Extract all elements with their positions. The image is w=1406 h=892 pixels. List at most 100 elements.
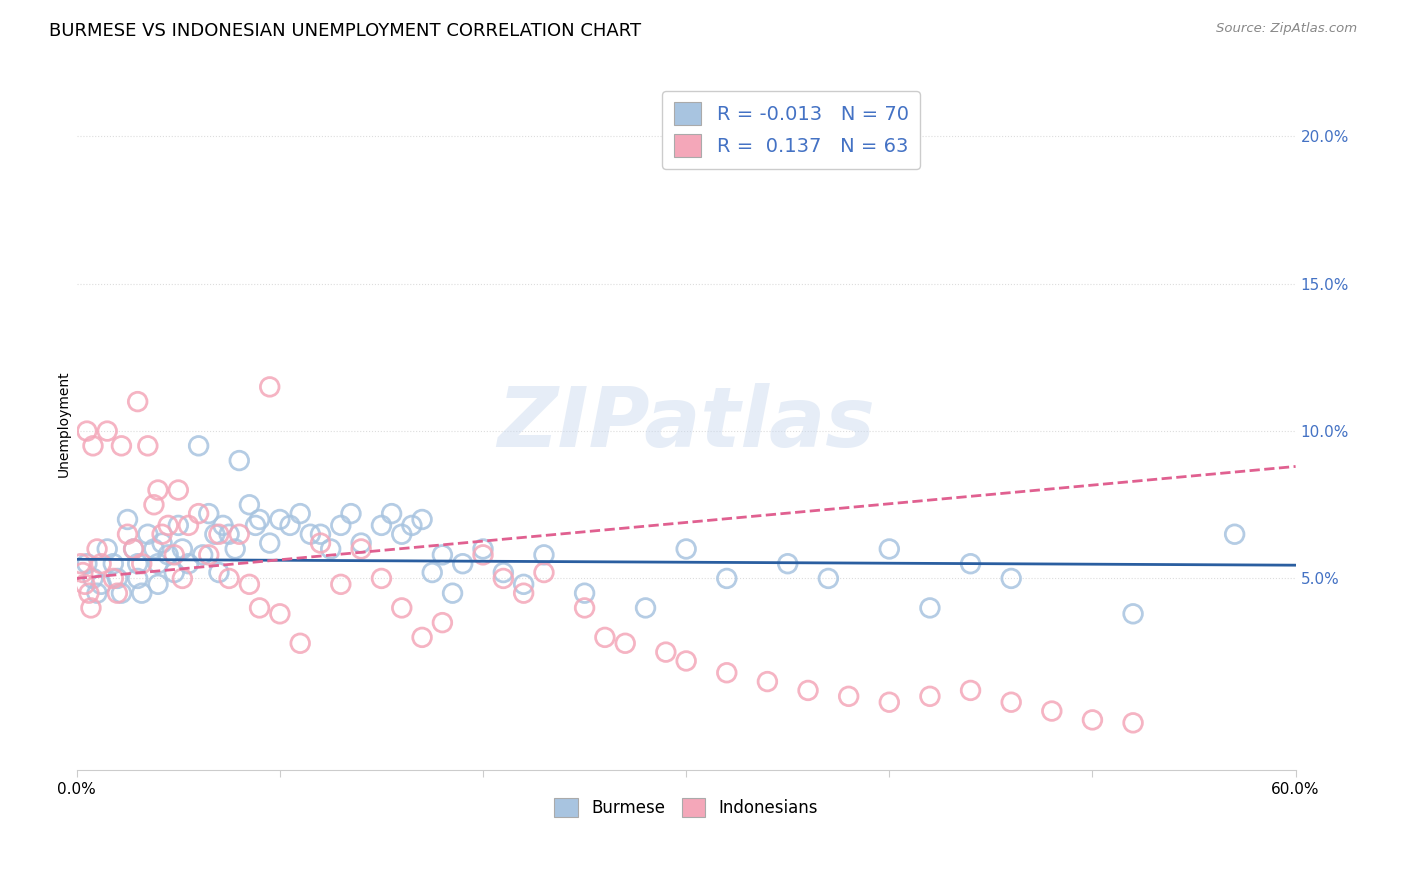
Point bbox=[1000, 695, 1022, 709]
Point bbox=[776, 557, 799, 571]
Point bbox=[187, 439, 209, 453]
Point bbox=[131, 557, 153, 571]
Y-axis label: Unemployment: Unemployment bbox=[58, 370, 72, 477]
Point bbox=[401, 518, 423, 533]
Point bbox=[472, 548, 495, 562]
Point bbox=[208, 527, 231, 541]
Point bbox=[103, 557, 125, 571]
Point bbox=[117, 527, 139, 541]
Point bbox=[1040, 704, 1063, 718]
Point bbox=[259, 380, 281, 394]
Point bbox=[110, 586, 132, 600]
Point bbox=[136, 439, 159, 453]
Point bbox=[432, 548, 454, 562]
Point bbox=[290, 636, 312, 650]
Point bbox=[238, 577, 260, 591]
Point bbox=[472, 541, 495, 556]
Point bbox=[73, 577, 96, 591]
Text: ZIPatlas: ZIPatlas bbox=[498, 384, 875, 464]
Point bbox=[879, 541, 901, 556]
Point bbox=[197, 548, 219, 562]
Point bbox=[675, 654, 697, 668]
Point bbox=[420, 566, 443, 580]
Point bbox=[76, 557, 98, 571]
Point bbox=[82, 439, 104, 453]
Point bbox=[574, 601, 596, 615]
Point bbox=[1122, 715, 1144, 730]
Point bbox=[1000, 571, 1022, 585]
Point bbox=[1223, 527, 1246, 541]
Point bbox=[269, 512, 291, 526]
Point bbox=[716, 665, 738, 680]
Point bbox=[716, 571, 738, 585]
Point bbox=[77, 586, 100, 600]
Point bbox=[122, 541, 145, 556]
Point bbox=[451, 557, 474, 571]
Point bbox=[208, 566, 231, 580]
Point bbox=[441, 586, 464, 600]
Point bbox=[103, 571, 125, 585]
Point bbox=[157, 518, 180, 533]
Point bbox=[278, 518, 301, 533]
Point bbox=[259, 536, 281, 550]
Point bbox=[167, 483, 190, 497]
Point bbox=[146, 483, 169, 497]
Point bbox=[117, 512, 139, 526]
Point bbox=[127, 394, 149, 409]
Point bbox=[381, 507, 404, 521]
Point bbox=[1122, 607, 1144, 621]
Point bbox=[212, 518, 235, 533]
Point bbox=[370, 571, 392, 585]
Point bbox=[309, 536, 332, 550]
Point bbox=[197, 507, 219, 521]
Point bbox=[350, 541, 373, 556]
Point bbox=[574, 586, 596, 600]
Legend: Burmese, Indonesians: Burmese, Indonesians bbox=[548, 791, 824, 824]
Point bbox=[533, 566, 555, 580]
Point bbox=[177, 518, 200, 533]
Point bbox=[411, 512, 433, 526]
Point bbox=[228, 453, 250, 467]
Point bbox=[228, 527, 250, 541]
Point bbox=[756, 674, 779, 689]
Point bbox=[492, 566, 515, 580]
Point bbox=[146, 577, 169, 591]
Point bbox=[370, 518, 392, 533]
Point bbox=[918, 690, 941, 704]
Point bbox=[238, 498, 260, 512]
Point bbox=[90, 557, 112, 571]
Point bbox=[391, 601, 413, 615]
Point bbox=[512, 586, 534, 600]
Point bbox=[105, 586, 128, 600]
Point bbox=[86, 586, 108, 600]
Point bbox=[675, 541, 697, 556]
Point bbox=[157, 548, 180, 562]
Point bbox=[191, 548, 214, 562]
Point bbox=[329, 518, 352, 533]
Point bbox=[167, 518, 190, 533]
Point bbox=[163, 548, 186, 562]
Point bbox=[131, 586, 153, 600]
Point bbox=[150, 527, 173, 541]
Point bbox=[80, 601, 103, 615]
Point bbox=[245, 518, 267, 533]
Point bbox=[918, 601, 941, 615]
Point bbox=[959, 557, 981, 571]
Point bbox=[150, 536, 173, 550]
Point bbox=[105, 571, 128, 585]
Point bbox=[110, 439, 132, 453]
Point bbox=[146, 557, 169, 571]
Point bbox=[350, 536, 373, 550]
Point bbox=[879, 695, 901, 709]
Point bbox=[329, 577, 352, 591]
Point bbox=[224, 541, 246, 556]
Text: Source: ZipAtlas.com: Source: ZipAtlas.com bbox=[1216, 22, 1357, 36]
Point bbox=[172, 571, 194, 585]
Point bbox=[69, 557, 91, 571]
Point bbox=[127, 557, 149, 571]
Point bbox=[142, 541, 165, 556]
Point bbox=[249, 512, 271, 526]
Point bbox=[655, 645, 678, 659]
Point bbox=[797, 683, 820, 698]
Point bbox=[72, 566, 94, 580]
